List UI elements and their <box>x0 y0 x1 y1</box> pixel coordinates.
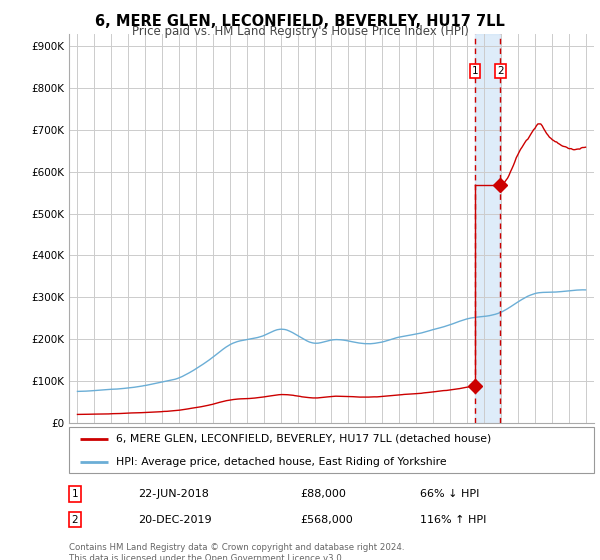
Text: 66% ↓ HPI: 66% ↓ HPI <box>420 489 479 499</box>
FancyBboxPatch shape <box>69 427 594 473</box>
Text: Price paid vs. HM Land Registry's House Price Index (HPI): Price paid vs. HM Land Registry's House … <box>131 25 469 38</box>
Text: 2: 2 <box>497 66 503 76</box>
Text: 6, MERE GLEN, LECONFIELD, BEVERLEY, HU17 7LL (detached house): 6, MERE GLEN, LECONFIELD, BEVERLEY, HU17… <box>116 434 491 444</box>
Text: 2: 2 <box>71 515 79 525</box>
Text: £88,000: £88,000 <box>300 489 346 499</box>
Text: 22-JUN-2018: 22-JUN-2018 <box>138 489 209 499</box>
Text: HPI: Average price, detached house, East Riding of Yorkshire: HPI: Average price, detached house, East… <box>116 457 447 466</box>
Text: 116% ↑ HPI: 116% ↑ HPI <box>420 515 487 525</box>
Text: 1: 1 <box>472 66 478 76</box>
Bar <box>475 34 500 423</box>
Text: 1: 1 <box>71 489 79 499</box>
Text: 20-DEC-2019: 20-DEC-2019 <box>138 515 212 525</box>
Text: £568,000: £568,000 <box>300 515 353 525</box>
Text: 6, MERE GLEN, LECONFIELD, BEVERLEY, HU17 7LL: 6, MERE GLEN, LECONFIELD, BEVERLEY, HU17… <box>95 14 505 29</box>
Text: Contains HM Land Registry data © Crown copyright and database right 2024.
This d: Contains HM Land Registry data © Crown c… <box>69 543 404 560</box>
